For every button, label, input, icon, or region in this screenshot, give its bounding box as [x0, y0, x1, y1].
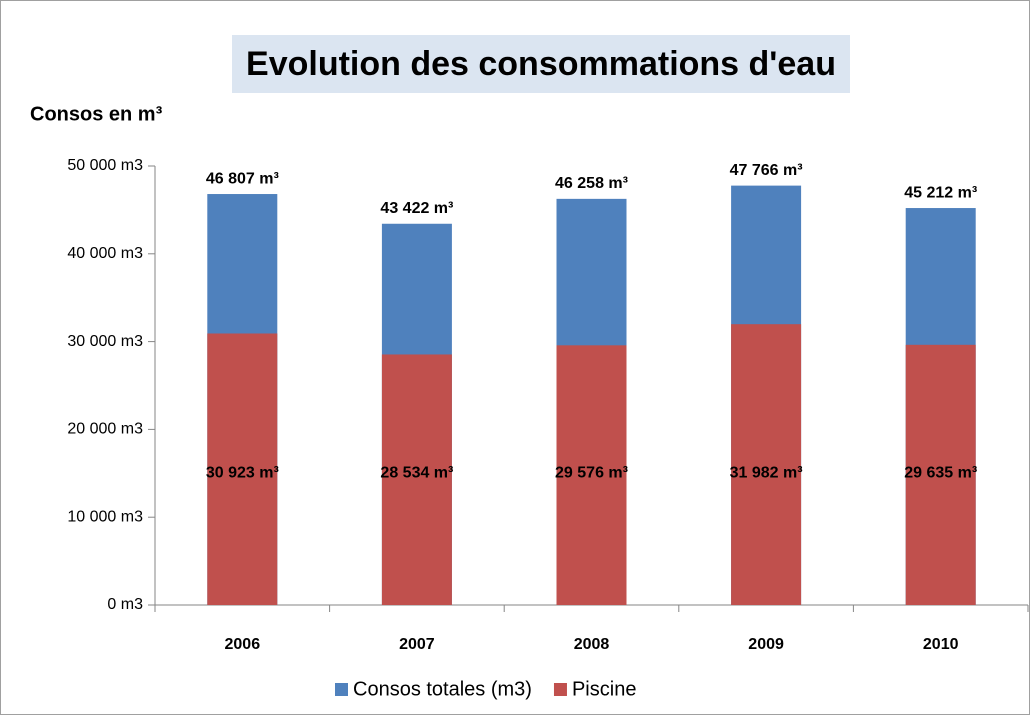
legend-swatch: [553, 683, 567, 696]
data-label: 29 635 m³: [904, 465, 977, 482]
data-label: 46 258 m³: [555, 175, 628, 192]
chart-title: Evolution des consommations d'eau: [246, 45, 836, 83]
legend-label: Piscine: [572, 678, 636, 700]
bar: [556, 345, 627, 605]
y-tick-label: 30 000 m3: [67, 333, 143, 350]
data-label: 43 422 m³: [380, 200, 453, 217]
y-tick-label: 40 000 m3: [67, 245, 143, 262]
legend-label: Consos totales (m3): [353, 678, 532, 700]
y-axis-label: Consos en m³: [30, 103, 163, 125]
bar: [731, 324, 802, 605]
data-label: 46 807 m³: [206, 170, 279, 187]
y-tick-label: 10 000 m3: [67, 508, 143, 525]
data-label: 28 534 m³: [380, 465, 453, 482]
data-label: 30 923 m³: [206, 465, 279, 482]
bar: [905, 344, 976, 605]
x-tick-label: 2006: [225, 636, 261, 653]
x-tick-label: 2009: [748, 636, 784, 653]
y-tick-label: 0 m3: [107, 596, 143, 613]
data-label: 31 982 m³: [730, 465, 803, 482]
x-tick-label: 2010: [923, 636, 959, 653]
y-tick-label: 50 000 m3: [67, 157, 143, 174]
x-tick-label: 2007: [399, 636, 435, 653]
x-tick-label: 2008: [574, 636, 610, 653]
data-label: 47 766 m³: [730, 162, 803, 179]
data-label: 29 576 m³: [555, 465, 628, 482]
legend-swatch: [335, 683, 348, 696]
bar: [207, 333, 278, 605]
title-background: [232, 35, 850, 93]
y-tick-label: 20 000 m3: [67, 421, 143, 438]
data-label: 45 212 m³: [904, 184, 977, 201]
bar: [381, 354, 452, 605]
